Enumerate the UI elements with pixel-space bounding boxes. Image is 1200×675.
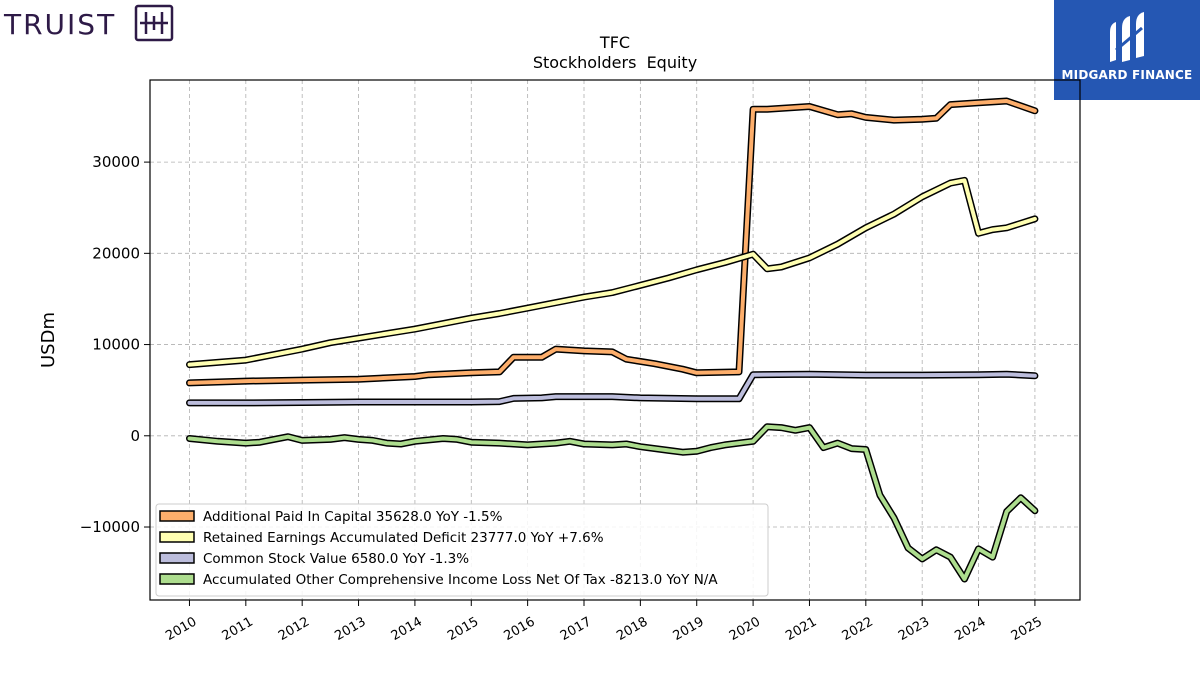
series-line — [187, 372, 1037, 405]
y-axis-label: USDm — [38, 312, 59, 368]
legend-swatch — [159, 573, 195, 585]
x-tick-label: 2018 — [614, 614, 650, 644]
legend-swatch — [159, 510, 195, 522]
legend-label: Common Stock Value 6580.0 YoY -1.3% — [203, 551, 469, 567]
x-tick-label: 2023 — [896, 614, 932, 644]
chart-title: TFC — [599, 33, 630, 52]
legend-label: Additional Paid In Capital 35628.0 YoY -… — [203, 509, 503, 525]
x-tick-label: 2020 — [727, 614, 763, 644]
y-tick-label: 30000 — [92, 153, 140, 171]
x-tick-label: 2022 — [840, 614, 876, 644]
x-tick-label: 2015 — [445, 614, 481, 644]
x-tick-label: 2024 — [952, 614, 988, 644]
legend-swatch — [159, 552, 195, 564]
legend-label: Accumulated Other Comprehensive Income L… — [203, 572, 718, 588]
series-line — [187, 178, 1037, 367]
legend-box — [155, 503, 769, 597]
midgard-wordmark: MIDGARD FINANCE — [1061, 68, 1193, 82]
x-tick-label: 2017 — [558, 614, 594, 644]
midgard-finance-logo: MIDGARD FINANCE — [1054, 0, 1200, 100]
y-tick-label: −10000 — [80, 518, 140, 536]
legend-swatch — [159, 531, 195, 543]
x-tick-label: 2010 — [163, 614, 199, 644]
truist-monogram-icon — [134, 4, 174, 42]
y-tick-label: 10000 — [92, 336, 140, 354]
x-tick-label: 2025 — [1009, 614, 1045, 644]
legend: Additional Paid In Capital 35628.0 YoY -… — [155, 503, 769, 597]
x-tick-label: 2019 — [671, 614, 707, 644]
x-tick-label: 2016 — [501, 614, 537, 644]
series-line — [187, 424, 1037, 581]
truist-logo: TRUIST — [4, 4, 174, 44]
chart-subtitle: Stockholders Equity — [533, 53, 697, 72]
x-tick-label: 2011 — [220, 614, 256, 644]
series-line-outline — [186, 97, 1039, 387]
series-line-outline — [186, 176, 1039, 369]
plot-frame — [149, 79, 1081, 601]
y-tick-label: 20000 — [92, 244, 140, 262]
legend-label: Retained Earnings Accumulated Deficit 23… — [203, 530, 604, 546]
x-tick-label: 2013 — [332, 614, 368, 644]
x-tick-label: 2021 — [783, 614, 819, 644]
midgard-emblem-icon — [1110, 12, 1144, 62]
x-tick-label: 2014 — [389, 614, 425, 644]
x-tick-label: 2012 — [276, 614, 312, 644]
y-tick-label: 0 — [130, 427, 140, 445]
series-line — [187, 99, 1037, 385]
truist-wordmark: TRUIST — [4, 8, 117, 41]
series-lines — [186, 97, 1039, 583]
